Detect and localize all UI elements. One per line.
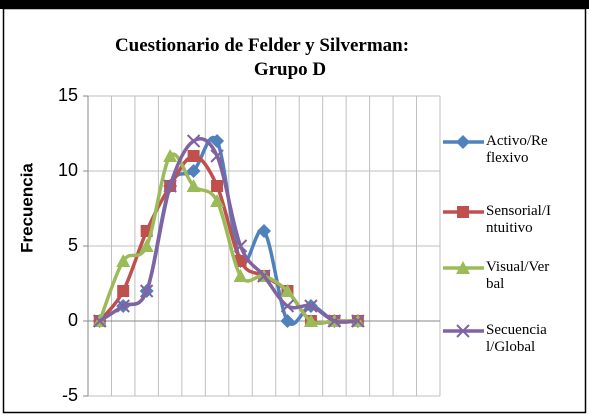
marker [93,314,107,328]
marker [139,239,154,252]
marker [456,261,470,274]
y-axis-label: Frecuencia [17,163,36,253]
y-tick-label: 15 [58,85,78,105]
legend-label: Activo/Reflexivo [486,133,548,166]
marker [186,134,201,148]
y-tick-label: -5 [62,385,78,405]
legend-label: Sensorial/Intuitivo [486,203,551,236]
marker [456,135,470,149]
marker [457,206,469,218]
marker [210,134,225,148]
marker [116,254,131,267]
y-tick-label: 5 [68,235,78,255]
top-bar [0,0,589,9]
y-tick-label: 0 [68,310,78,330]
marker [186,164,201,178]
marker [117,285,130,297]
marker [456,324,470,338]
y-tick-label: 10 [58,160,78,180]
marker [186,179,201,192]
marker [280,299,295,313]
marker [210,149,224,163]
marker [210,194,225,207]
marker [163,149,178,162]
chart-frame [2,7,587,414]
marker [211,180,224,192]
marker [257,269,271,283]
legend-label: Visual/Verbal [486,259,550,292]
marker [327,314,342,328]
marker [351,314,365,328]
marker [304,299,318,313]
marker [163,179,177,193]
marker [280,284,295,297]
legend-label: Secuencial/Global [486,322,547,355]
marker [116,299,130,313]
marker [257,224,271,238]
marker [303,314,318,327]
marker [280,314,295,328]
marker [233,269,248,282]
marker [139,284,154,298]
marker [233,239,248,253]
chart-title: Cuestionario de Felder y Silverman: Grupo… [115,35,409,80]
marker [187,150,200,162]
